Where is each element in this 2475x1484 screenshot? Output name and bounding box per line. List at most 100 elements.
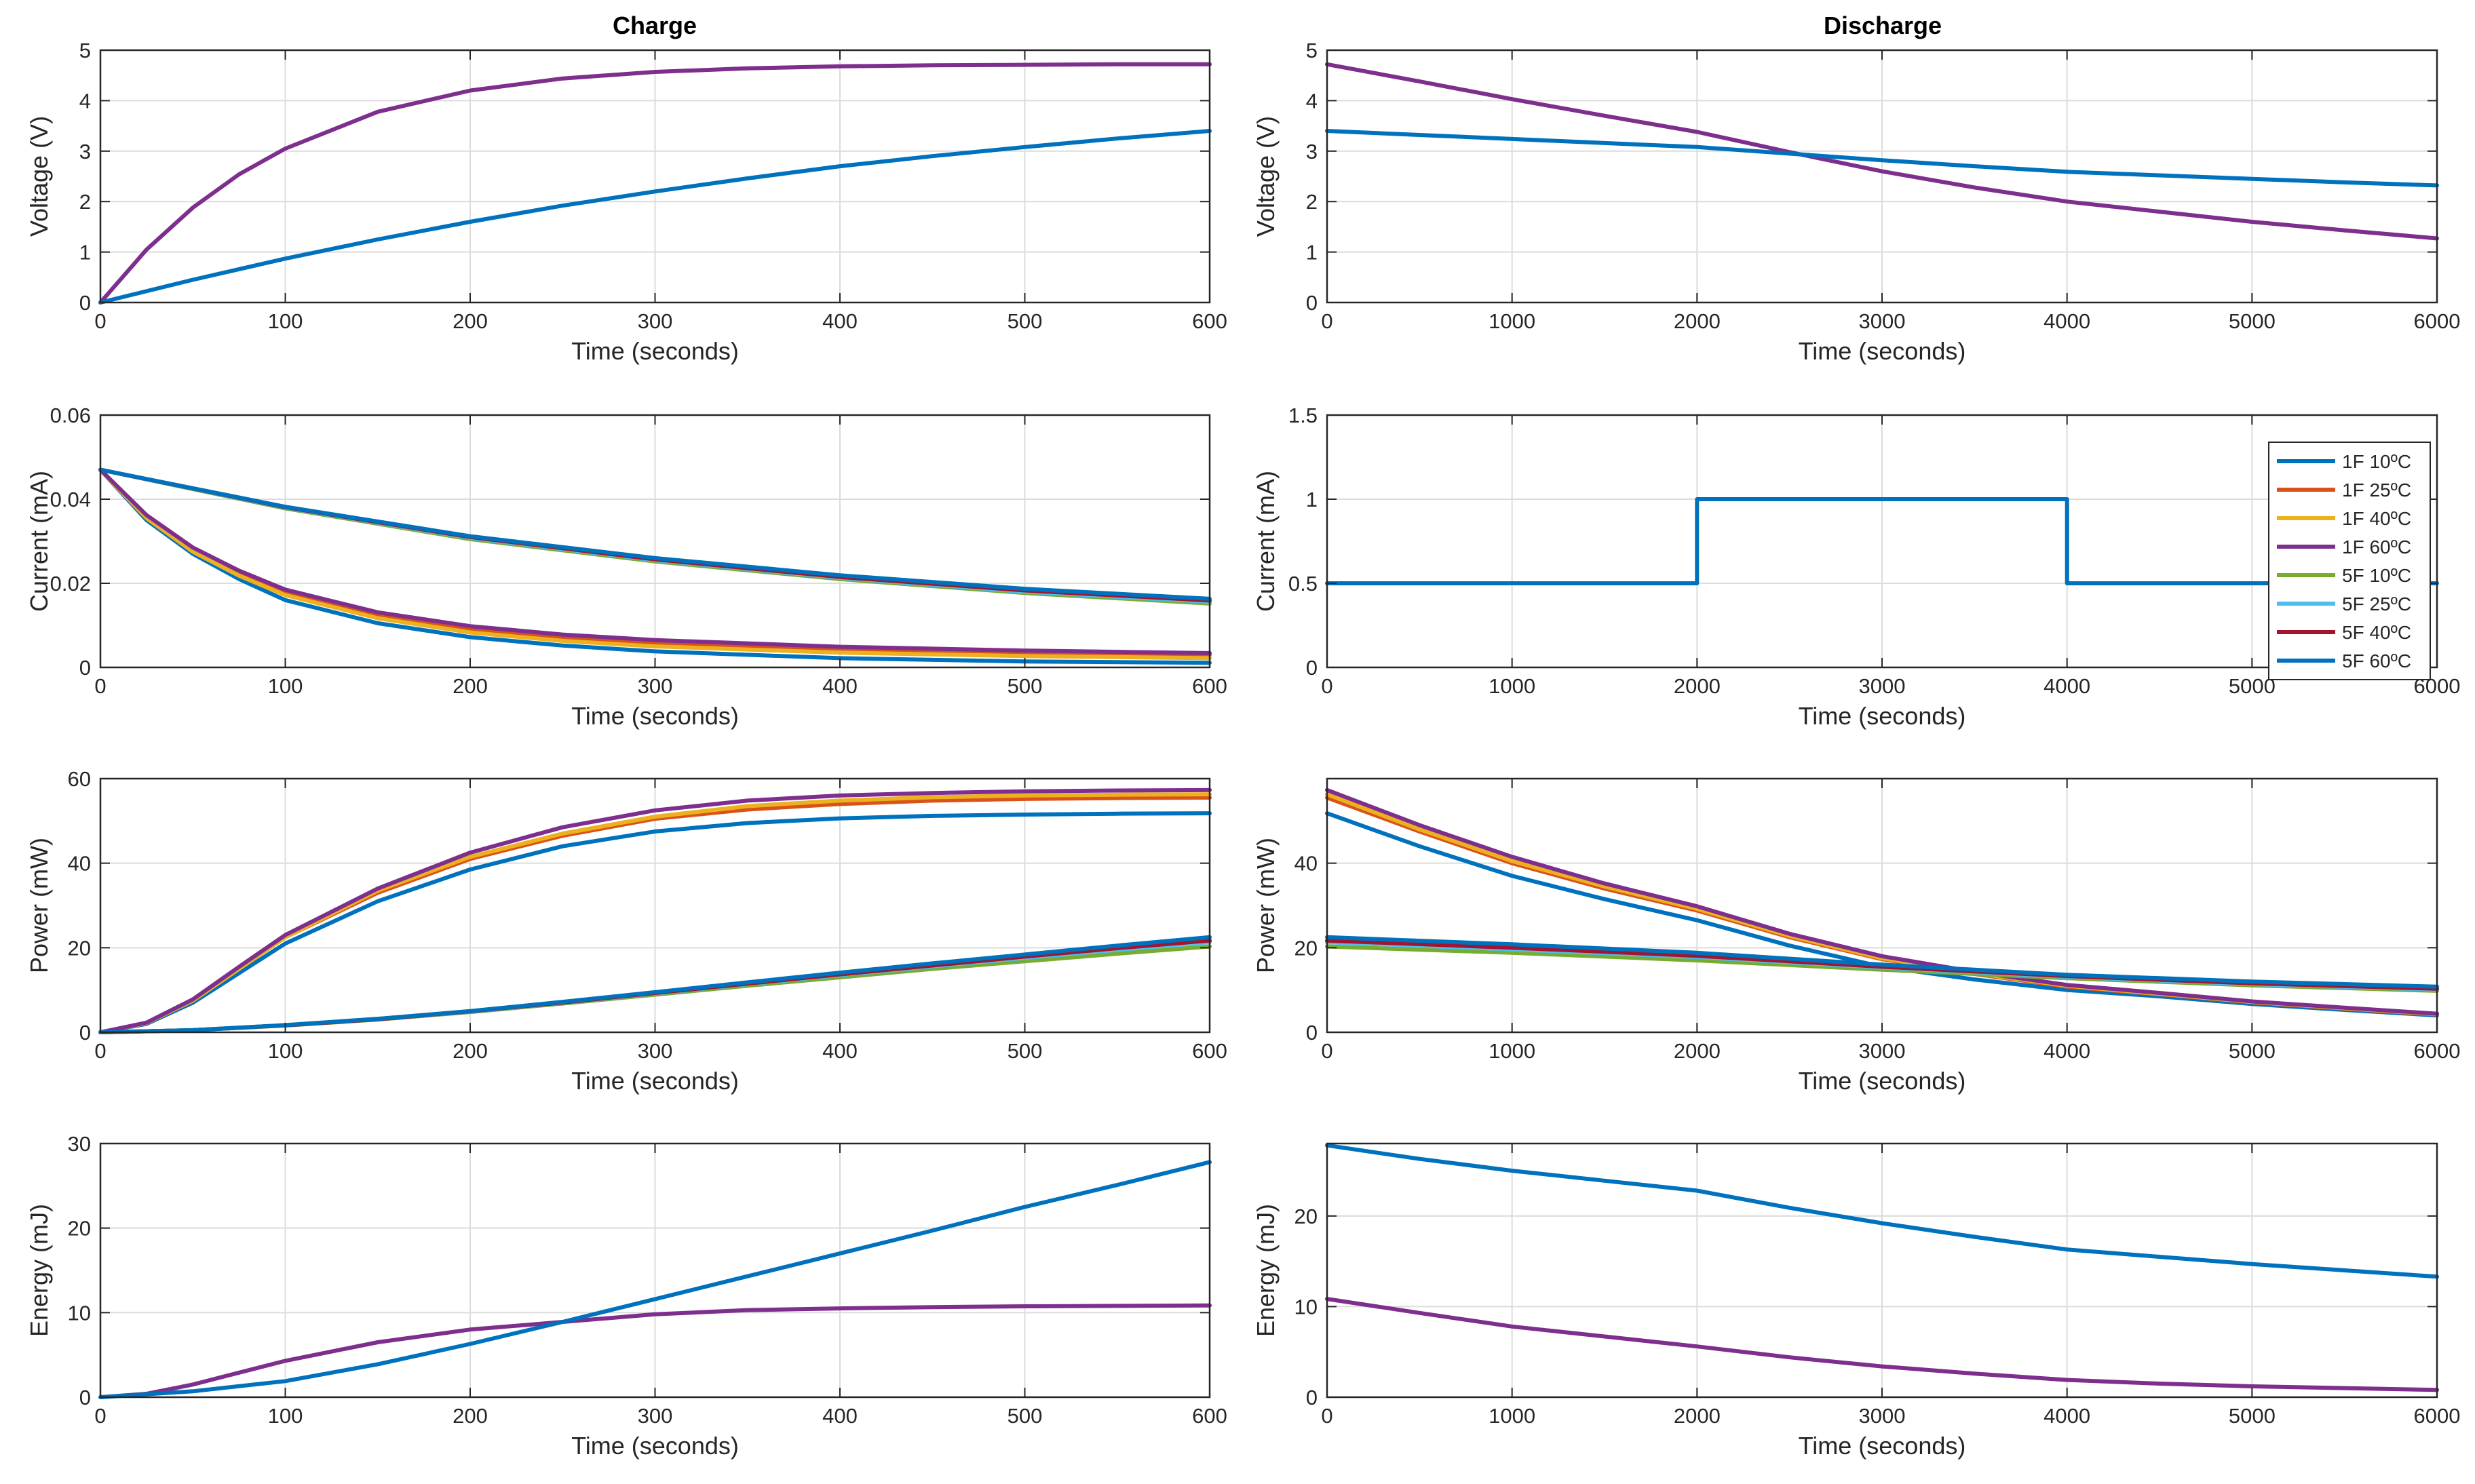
x-tick-label: 500	[1008, 1404, 1043, 1428]
x-tick-label: 0	[1321, 674, 1332, 698]
y-axis-label: Power (mW)	[25, 838, 53, 973]
x-axis-label: Time (seconds)	[571, 337, 739, 365]
y-tick-label: 10	[1294, 1295, 1318, 1319]
y-tick-label: 0	[1306, 656, 1318, 680]
x-tick-label: 200	[453, 1039, 488, 1063]
y-tick-label: 1	[79, 241, 91, 265]
x-tick-label: 0	[94, 674, 106, 698]
y-axis-label: Voltage (V)	[1252, 116, 1280, 237]
legend-label: 1F 60ºC	[2342, 536, 2411, 558]
series-line-5f	[1325, 129, 2439, 188]
y-axis-label: Current (mA)	[1252, 471, 1280, 612]
x-tick-label: 4000	[2044, 674, 2090, 698]
legend-label: 1F 40ºC	[2342, 508, 2411, 529]
x-tick-label: 600	[1192, 674, 1227, 698]
y-tick-label: 40	[68, 852, 91, 876]
y-tick-label: 2	[1306, 190, 1318, 214]
x-tick-label: 1000	[1489, 309, 1535, 333]
x-tick-label: 3000	[1859, 309, 1906, 333]
series-line-1f-60ºc	[98, 787, 1212, 1034]
series-line-1f	[1325, 62, 2439, 241]
x-axis-label: Time (seconds)	[1799, 1432, 1966, 1460]
column-title-charge: Charge	[613, 12, 697, 39]
y-tick-label: 0	[1306, 1386, 1318, 1409]
legend-label: 5F 40ºC	[2342, 622, 2411, 643]
x-axis-label: Time (seconds)	[1799, 702, 1966, 730]
legend-label: 1F 25ºC	[2342, 480, 2411, 501]
chart-discharge-energy: 0 1000 2000 3000 4000 5000 6000 0 10 20 Time (seco…	[1252, 1142, 2460, 1460]
chart-charge-voltage: 0 100 200 300 400 500 600 0 1 2 3 4 5 Time (seconds) V…	[25, 39, 1227, 365]
x-tick-label: 300	[638, 674, 673, 698]
series-line-5f	[98, 1160, 1212, 1399]
x-tick-label: 5000	[2229, 1404, 2276, 1428]
x-tick-label: 500	[1008, 309, 1043, 333]
y-tick-label: 1	[1306, 488, 1318, 511]
x-tick-label: 5000	[2229, 309, 2276, 333]
x-tick-label: 200	[453, 1404, 488, 1428]
y-tick-label: 60	[68, 767, 91, 791]
x-axis-label: Time (seconds)	[571, 702, 739, 730]
y-tick-label: 20	[68, 1217, 91, 1241]
y-tick-label: 20	[68, 936, 91, 960]
series-line-5f-60ºc	[1325, 935, 2439, 989]
series-line-1f-60ºc	[1325, 787, 2439, 1016]
x-tick-label: 0	[1321, 1404, 1332, 1428]
x-tick-label: 300	[638, 1039, 673, 1063]
x-tick-label: 4000	[2044, 309, 2090, 333]
chart-charge-power: 0 100 200 300 400 500 600 0 20 40 60 Time (seconds)…	[25, 767, 1227, 1095]
y-tick-label: 5	[1306, 39, 1318, 62]
y-tick-label: 0.02	[50, 572, 91, 595]
y-axis-label: Power (mW)	[1252, 838, 1280, 973]
series-line-1f-60ºc	[98, 467, 1212, 655]
x-tick-label: 1000	[1489, 1039, 1535, 1063]
y-tick-label: 40	[1294, 852, 1318, 876]
y-tick-label: 3	[1306, 140, 1318, 163]
y-tick-label: 1	[1306, 241, 1318, 265]
x-tick-label: 600	[1192, 1039, 1227, 1063]
x-tick-label: 600	[1192, 1404, 1227, 1428]
legend-label: 5F 25ºC	[2342, 593, 2411, 614]
y-tick-label: 0	[1306, 1021, 1318, 1044]
chart-discharge-voltage: 0 1000 2000 3000 4000 5000 6000 0 1 2 3 4 5 Time (sec…	[1252, 39, 2460, 365]
legend: 1F 10ºC 1F 25ºC 1F 40ºC 1F 60ºC 5F 10ºC 5F 25…	[2268, 442, 2431, 680]
y-axis-label: Energy (mJ)	[1252, 1204, 1280, 1337]
x-tick-label: 3000	[1859, 1404, 1906, 1428]
series-line-5f-60ºc	[98, 467, 1212, 601]
x-tick-label: 4000	[2044, 1404, 2090, 1428]
legend-box	[2268, 442, 2431, 680]
y-tick-label: 20	[1294, 936, 1318, 960]
y-tick-label: 0.04	[50, 488, 91, 511]
y-tick-label: 0.06	[50, 404, 91, 427]
x-tick-label: 4000	[2044, 1039, 2090, 1063]
x-tick-label: 100	[268, 309, 303, 333]
x-tick-label: 500	[1008, 674, 1043, 698]
legend-label: 1F 10ºC	[2342, 451, 2411, 472]
x-tick-label: 2000	[1674, 309, 1721, 333]
x-tick-label: 200	[453, 309, 488, 333]
y-tick-label: 0	[79, 291, 91, 315]
x-tick-label: 600	[1192, 309, 1227, 333]
x-tick-label: 100	[268, 1039, 303, 1063]
series-line-all	[1325, 497, 2439, 585]
y-tick-label: 3	[79, 140, 91, 163]
x-tick-label: 0	[94, 309, 106, 333]
x-tick-label: 300	[638, 1404, 673, 1428]
series-line-1f	[1325, 1297, 2439, 1392]
x-tick-label: 0	[1321, 309, 1332, 333]
chart-discharge-power: 0 1000 2000 3000 4000 5000 6000 0 20 40 Time (seco…	[1252, 777, 2460, 1095]
y-tick-label: 5	[79, 39, 91, 62]
y-axis-label: Energy (mJ)	[25, 1204, 53, 1337]
x-tick-label: 5000	[2229, 1039, 2276, 1063]
x-tick-label: 400	[822, 1039, 858, 1063]
y-tick-label: 20	[1294, 1205, 1318, 1228]
x-tick-label: 2000	[1674, 1404, 1721, 1428]
x-tick-label: 5000	[2229, 674, 2276, 698]
y-tick-label: 2	[79, 190, 91, 214]
series-line-1f-10ºc	[98, 811, 1212, 1034]
chart-charge-energy: 0 100 200 300 400 500 600 0 10 20 30 Time (seconds)…	[25, 1132, 1227, 1460]
y-tick-label: 0	[79, 1386, 91, 1409]
x-tick-label: 3000	[1859, 1039, 1906, 1063]
x-axis-label: Time (seconds)	[1799, 1067, 1966, 1095]
chart-charge-current: 0 100 200 300 400 500 600 0 0.02 0.04 0.06 Time (se…	[25, 404, 1227, 730]
